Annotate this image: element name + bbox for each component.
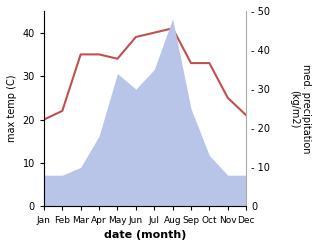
Y-axis label: med. precipitation
(kg/m2): med. precipitation (kg/m2) bbox=[289, 64, 311, 153]
X-axis label: date (month): date (month) bbox=[104, 230, 186, 240]
Y-axis label: max temp (C): max temp (C) bbox=[7, 75, 17, 143]
